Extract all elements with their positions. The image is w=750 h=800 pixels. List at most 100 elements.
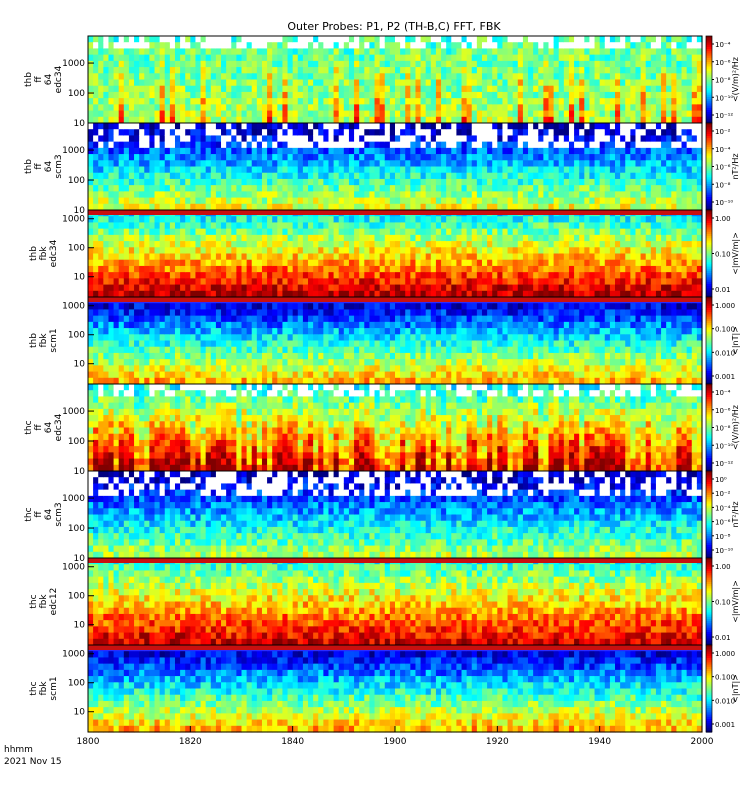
- colorbar-tick-label: 10⁻¹⁰: [715, 442, 733, 450]
- colorbar-tick-label: 0.100: [715, 674, 735, 682]
- y-tick-label: 100: [68, 437, 85, 447]
- panel-label: thbfbkedc34: [29, 239, 59, 267]
- y-tick-label: 1000: [62, 494, 85, 504]
- colorbar-unit: <|mV/m|>: [731, 580, 740, 623]
- x-tick-label: 1940: [588, 737, 611, 747]
- x-tick-label: 1820: [179, 737, 202, 747]
- y-tick-label: 1000: [62, 59, 85, 69]
- colorbar-tick-label: 10⁻⁴: [715, 41, 731, 49]
- colorbar-tick-label: 10⁻²: [715, 128, 731, 136]
- y-tick-label: 10: [74, 708, 86, 718]
- colorbar-tick-label: 1.000: [715, 650, 735, 658]
- colorbar-tick-label: 10⁻¹²: [715, 112, 733, 120]
- colorbar-thb-fbk-edc34: 1.00 0.10 0.01 <|mV/m|>: [705, 209, 740, 298]
- colorbar-unit: <(V/m)²/Hz: [731, 405, 740, 450]
- colorbar-unit: <(V/m)²/Hz: [731, 57, 740, 102]
- colorbar-tick-label: 10⁻¹⁰: [715, 199, 733, 207]
- x-tick-label: 1920: [486, 737, 509, 747]
- panel-thc-fbk-edc12: 10 100 1000 thcfbkedc12 1.00 0.10 0.01 <|mV/m|>: [29, 557, 740, 646]
- y-tick-label: 10: [74, 206, 86, 216]
- colorbar-tick-label: 10⁻⁸: [715, 181, 731, 189]
- colorbar-unit: nT²/Hz: [731, 501, 740, 527]
- y-tick-label: 10: [74, 621, 86, 631]
- colorbar-thb-fbk-scm1: 1.000 0.100 0.010 0.001 <|nT|>: [705, 296, 740, 385]
- colorbar-tick-label: 10⁻⁶: [715, 59, 731, 67]
- colorbar-unit: <|nT|>: [731, 674, 740, 703]
- colorbar-tick-label: 10⁻⁶: [715, 407, 731, 415]
- y-tick-label: 1000: [62, 563, 85, 573]
- colorbar-unit: nT²/Hz: [731, 153, 740, 179]
- x-tick-label: 1800: [77, 737, 100, 747]
- colorbar-tick-label: 10⁻¹²: [715, 460, 733, 468]
- y-tick-label: 1000: [62, 302, 85, 312]
- y-tick-label: 100: [68, 331, 85, 341]
- panel-label: thcff64edc34: [24, 413, 64, 441]
- colorbar-unit: <|mV/m|>: [731, 232, 740, 275]
- colorbar-tick-label: 10⁻⁶: [715, 519, 731, 527]
- colorbar-tick-label: 1.000: [715, 302, 735, 310]
- colorbar-tick-label: 0.10: [715, 599, 731, 607]
- panel-label: thbfbkscm1: [29, 328, 59, 352]
- colorbar-tick-label: 10⁻⁴: [715, 389, 731, 397]
- panel-thb-ff-efc34: 101001000thbff64edc3410⁻⁴10⁻⁶10⁻⁸10⁻¹⁰10…: [24, 35, 740, 129]
- colorbar-tick-label: 0.01: [715, 634, 731, 642]
- panel-thc-ff-edc34: 101001000thcff64edc3410⁻⁴10⁻⁶10⁻⁸10⁻¹⁰10…: [24, 383, 740, 477]
- colorbar-tick-label: 10⁻⁸: [715, 425, 731, 433]
- spectrogram-thc-fbk-edc12: [88, 558, 703, 646]
- y-tick-label: 1000: [62, 146, 85, 156]
- chart-title: Outer Probes: P1, P2 (TH-B,C) FFT, FBK: [287, 20, 501, 33]
- colorbar-tick-label: 0.010: [715, 349, 735, 357]
- x-tick-label: 1840: [281, 737, 304, 747]
- colorbar-unit: <|nT|>: [731, 326, 740, 355]
- y-tick-label: 100: [68, 679, 85, 689]
- spectrogram-thb-ff-scm3: [88, 123, 703, 211]
- y-tick-label: 1000: [62, 215, 85, 225]
- y-tick-label: 100: [68, 524, 85, 534]
- x-tick-label: 1900: [384, 737, 407, 747]
- spectrogram-thb-ff-efc34: [88, 36, 703, 124]
- colorbar-tick-label: 0.001: [715, 721, 735, 729]
- colorbar-tick-label: 10⁻⁶: [715, 164, 731, 172]
- colorbar-tick-label: 10⁻¹⁰: [715, 94, 733, 102]
- panel-thc-fbk-scm1: 10 100 1000 thcfbkscm1 1.000 0.100 0.010 0.001 <…: [29, 644, 740, 733]
- y-tick-label: 100: [68, 244, 85, 254]
- colorbar-thb-ff-efc34: 10⁻⁴ 10⁻⁶ 10⁻⁸ 10⁻¹⁰ 10⁻¹² <(V/m)²/Hz: [705, 35, 740, 124]
- colorbar-tick-label: 10⁻¹⁰: [715, 547, 733, 555]
- colorbar-tick-label: 0.100: [715, 326, 735, 334]
- panel-label: thcff64scm3: [24, 502, 64, 526]
- footer-time-format: hhmm: [4, 745, 33, 755]
- y-tick-label: 10: [74, 273, 86, 283]
- colorbar-tick-label: 1.00: [715, 563, 731, 571]
- footer-date: 2021 Nov 15: [4, 757, 62, 767]
- panel-label: thcfbkscm1: [29, 676, 59, 700]
- panel-label: thbff64edc34: [24, 65, 64, 93]
- colorbar-thc-ff-edc34: 10⁻⁴ 10⁻⁶ 10⁻⁸ 10⁻¹⁰ 10⁻¹² <(V/m)²/Hz: [705, 383, 740, 472]
- colorbar-tick-label: 0.010: [715, 697, 735, 705]
- spectrogram-thb-fbk-edc34: [88, 210, 703, 298]
- colorbar-tick-label: 0.01: [715, 286, 731, 294]
- x-tick-label: 2000: [691, 737, 714, 747]
- y-tick-label: 1000: [62, 407, 85, 417]
- colorbar-thc-ff-scm3: 10⁰ 10⁻² 10⁻⁴ 10⁻⁶ 10⁻⁸ 10⁻¹⁰ nT²/Hz: [705, 470, 740, 559]
- colorbar-tick-label: 10⁻⁴: [715, 146, 731, 154]
- panels-group: 101001000thbff64edc3410⁻⁴10⁻⁶10⁻⁸10⁻¹⁰10…: [24, 35, 740, 733]
- y-tick-label: 100: [68, 176, 85, 186]
- colorbar-tick-label: 10⁰: [715, 476, 727, 484]
- colorbar-thc-fbk-edc12: 1.00 0.10 0.01 <|mV/m|>: [705, 557, 740, 646]
- colorbar-tick-label: 10⁻⁸: [715, 77, 731, 85]
- colorbar-thc-fbk-scm1: 1.000 0.100 0.010 0.001 <|nT|>: [705, 644, 740, 733]
- y-tick-label: 10: [74, 467, 86, 477]
- y-tick-label: 100: [68, 89, 85, 99]
- spectrogram-thc-ff-scm3: [88, 471, 703, 559]
- colorbar-tick-label: 1.00: [715, 215, 731, 223]
- spectrogram-thc-fbk-scm1: [88, 645, 703, 733]
- spectrogram-thb-fbk-scm1: [88, 297, 703, 385]
- colorbar-tick-label: 0.001: [715, 373, 735, 381]
- y-tick-label: 100: [68, 592, 85, 602]
- y-tick-label: 10: [74, 119, 86, 129]
- colorbar-tick-label: 10⁻²: [715, 490, 731, 498]
- colorbar-tick-label: 10⁻⁴: [715, 504, 731, 512]
- y-tick-label: 1000: [62, 650, 85, 660]
